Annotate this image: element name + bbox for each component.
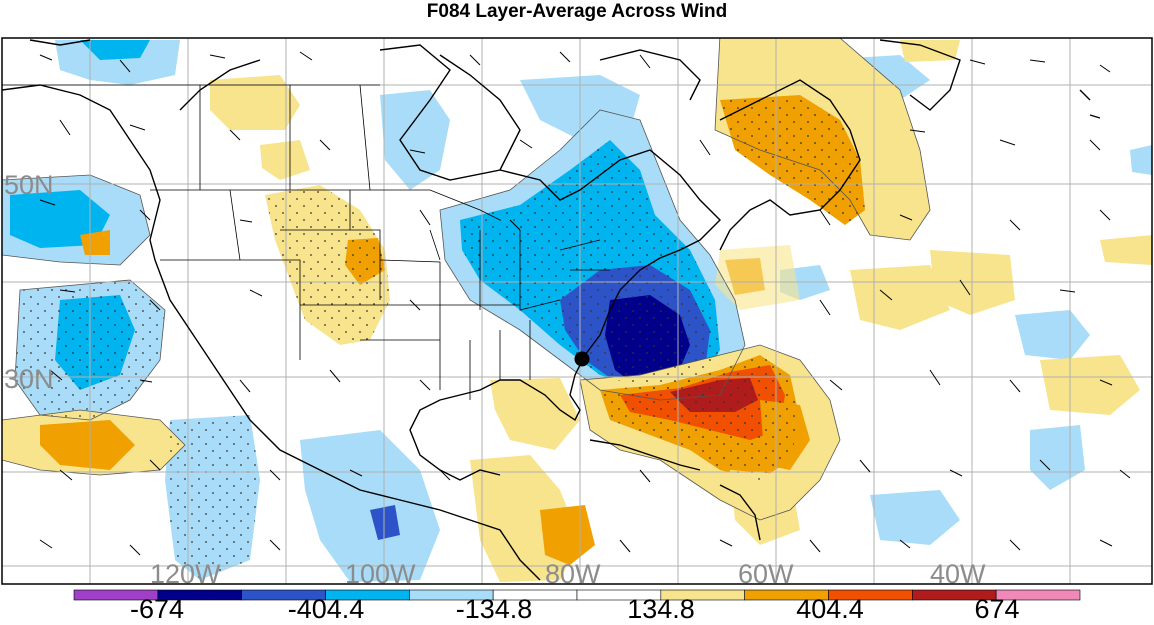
map-title: F084 Layer-Average Across Wind <box>426 1 728 22</box>
lon-label-100w: 100W <box>345 559 416 586</box>
colorbar-label-4: 404.4 <box>796 594 864 624</box>
colorbar-label-5: 674 <box>974 594 1020 624</box>
contour-lines <box>2 38 931 521</box>
colorbar <box>73 589 1081 601</box>
colorbar-label-2: -134.8 <box>455 594 533 624</box>
colorbar-cell <box>995 589 1081 601</box>
map-frame <box>1 37 1153 585</box>
lon-label-40w: 40W <box>930 559 986 586</box>
lon-label-120w: 120W <box>150 559 221 586</box>
wind-map: 120W 100W 80W 60W 40W 50N 30N <box>1 37 1153 586</box>
lon-label-60w: 60W <box>738 559 794 586</box>
colorbar-label-1: -404.4 <box>287 594 365 624</box>
colorbar-label-0: -674 <box>129 594 185 624</box>
state-borders <box>2 84 610 400</box>
coastlines <box>2 39 1101 581</box>
lat-label-30n: 30N <box>4 364 54 394</box>
colorbar-label-3: 134.8 <box>627 594 695 624</box>
lon-label-80w: 80W <box>545 559 601 586</box>
wind-barbs <box>39 51 1131 556</box>
lat-label-50n: 50N <box>4 170 54 200</box>
storm-center-marker <box>574 351 590 367</box>
